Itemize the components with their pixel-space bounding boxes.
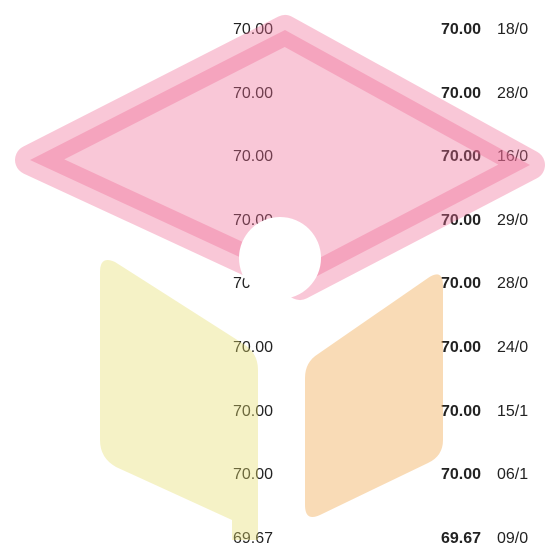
- amount: 70.00: [233, 21, 274, 38]
- table-row: 70.00 70.00 06/1: [0, 466, 548, 490]
- amount-bold: 69.67: [440, 529, 481, 547]
- table: 70.00 70.00 18/0 70.00 70.00 28/0 70.00 70.00 16…: [0, 21, 548, 547]
- amount-bold: 70.00: [440, 339, 481, 356]
- date: 15/1: [497, 402, 529, 420]
- page: {"table": {"rows": [ ["70.00", "70.00", …: [0, 15, 548, 547]
- amount: 70.00: [233, 466, 274, 484]
- table-row: 69.67 69.67 09/0: [0, 530, 548, 554]
- table-row: 70.00 70.00 24/0: [0, 339, 548, 363]
- amount: 70.00: [233, 339, 274, 356]
- amount-bold: 70.00: [440, 148, 481, 166]
- date: 28/0: [497, 84, 529, 102]
- date: 16/0: [497, 148, 529, 166]
- date: 06/1: [497, 466, 529, 484]
- amount-bold: 70.00: [440, 21, 481, 38]
- amount-bold: 70.00: [440, 84, 481, 102]
- amount: 69.67: [233, 529, 274, 547]
- date: 18/0: [497, 21, 529, 38]
- date: 24/0: [497, 339, 529, 356]
- table-row: 70.00 70.00 28/0: [0, 275, 548, 299]
- amount-bold: 70.00: [440, 211, 481, 229]
- amount-bold: 70.00: [440, 466, 481, 484]
- amount: 70.00: [233, 402, 274, 420]
- amount: 70.00: [233, 275, 274, 293]
- table-row: 70.00 70.00 18/0: [0, 21, 548, 45]
- date: 29/0: [497, 211, 529, 229]
- amount-bold: 70.00: [440, 275, 481, 293]
- table-row: 70.00 70.00 28/0: [0, 85, 548, 109]
- amount: 70.00: [233, 148, 274, 166]
- table-row: 70.00 70.00 15/1: [0, 403, 548, 427]
- amount-bold: 70.00: [440, 402, 481, 420]
- amount: 70.00: [233, 84, 274, 102]
- amount: 70.00: [233, 211, 274, 229]
- table-row: 70.00 70.00 29/0: [0, 212, 548, 236]
- date: 28/0: [497, 275, 529, 293]
- date: 09/0: [497, 529, 529, 547]
- table-row: 70.00 70.00 16/0: [0, 148, 548, 172]
